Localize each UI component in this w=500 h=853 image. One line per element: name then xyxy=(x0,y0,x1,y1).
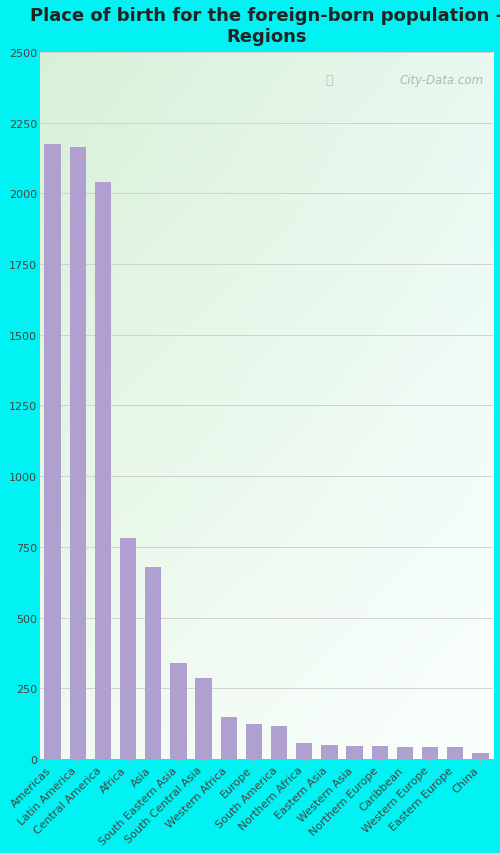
Bar xyxy=(397,746,413,759)
Text: City-Data.com: City-Data.com xyxy=(400,74,484,87)
Bar xyxy=(220,717,237,759)
Bar xyxy=(271,727,287,759)
Bar xyxy=(170,663,186,759)
Bar xyxy=(246,724,262,759)
Bar xyxy=(296,744,312,759)
Bar xyxy=(120,539,136,759)
Title: Place of birth for the foreign-born population -
Regions: Place of birth for the foreign-born popu… xyxy=(30,7,500,46)
Bar xyxy=(94,183,111,759)
Bar xyxy=(472,753,488,759)
Bar xyxy=(321,746,338,759)
Bar xyxy=(70,148,86,759)
Bar xyxy=(346,746,363,759)
Bar xyxy=(372,746,388,759)
Bar xyxy=(422,747,438,759)
Bar xyxy=(44,145,60,759)
Text: Ⓜ: Ⓜ xyxy=(326,74,333,87)
Bar xyxy=(447,747,464,759)
Bar xyxy=(145,567,162,759)
Bar xyxy=(196,679,212,759)
